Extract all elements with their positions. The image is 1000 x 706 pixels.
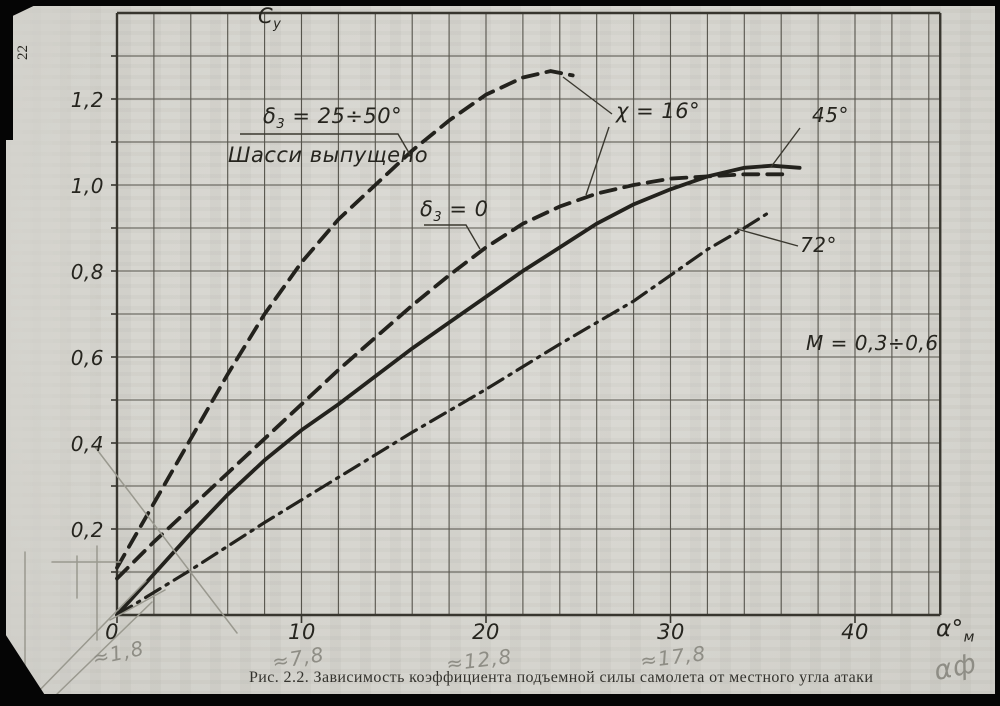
scan-edge-bottom	[0, 694, 1000, 706]
y-tick-0-4: 0,4	[70, 432, 104, 456]
x-tick-40: 40	[841, 620, 869, 644]
label-flaps-deflected: δ3 = 25÷50°	[263, 104, 403, 133]
scan-edge-right	[995, 0, 1000, 706]
y-tick-0-8: 0,8	[70, 260, 104, 284]
x-tick-20: 20	[472, 620, 500, 644]
page-number: 22	[15, 45, 31, 60]
y-tick-0-2: 0,2	[70, 518, 104, 542]
scan-edge-left	[0, 0, 6, 706]
label-mach-range: M = 0,3÷0,6	[806, 331, 939, 355]
label-flaps-zero: δ3 = 0	[420, 197, 489, 226]
leader-lines	[240, 76, 801, 250]
label-sweep-45: 45°	[812, 103, 849, 127]
axis-ticks	[111, 55, 856, 623]
x-tick-10: 10	[288, 620, 316, 644]
y-tick-1-0: 1,0	[70, 174, 104, 198]
scan-corner-bottom-left	[0, 626, 52, 706]
y-tick-1-2: 1,2	[70, 88, 104, 112]
x-axis-title: α°м	[936, 616, 975, 646]
y-tick-0-6: 0,6	[70, 346, 104, 370]
scan-edge-top	[0, 0, 1000, 6]
curve-sweep-45	[115, 163, 802, 617]
grid-lines	[117, 13, 941, 615]
curve-flaps-deflected	[115, 69, 575, 570]
curve-flaps-zero	[115, 172, 789, 581]
figure-caption: Рис. 2.2. Зависимость коэффициента подъе…	[249, 669, 874, 686]
label-sweep-16: χ = 16°	[616, 99, 701, 123]
x-tick-30: 30	[657, 620, 685, 644]
y-axis-title: Су	[258, 4, 282, 33]
curve-sweep-72	[115, 211, 770, 617]
label-sweep-72: 72°	[800, 233, 837, 257]
label-gear-extended: Шасси выпущено	[228, 143, 429, 167]
x-tick-0: 0	[105, 620, 119, 644]
scan-edge-left-top	[0, 0, 13, 140]
